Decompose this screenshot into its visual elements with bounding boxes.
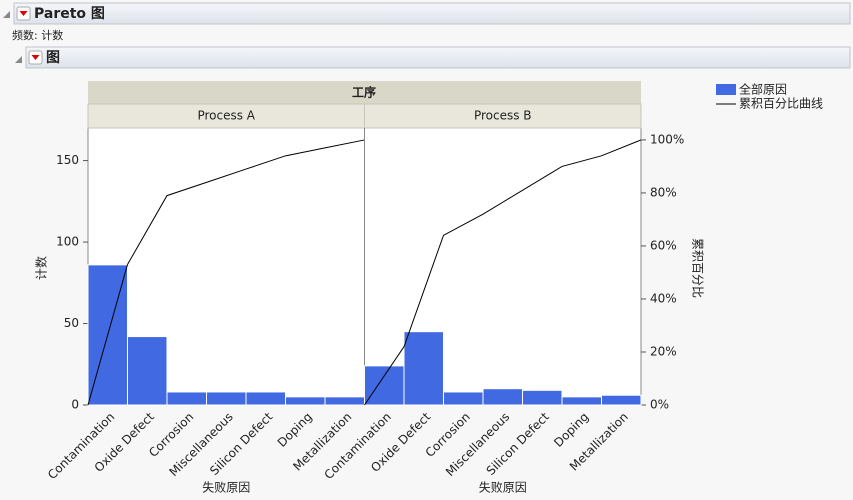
y2-tick-label: 100% xyxy=(650,132,684,146)
group-header xyxy=(88,81,641,104)
disclosure-icon[interactable] xyxy=(3,11,10,18)
x-tick-label: Contamination xyxy=(45,410,117,482)
y-tick-label: 100 xyxy=(56,235,79,249)
bar xyxy=(443,391,484,406)
legend-swatch xyxy=(716,84,736,95)
section-title: 图 xyxy=(46,50,60,66)
cumulative-line xyxy=(127,139,365,265)
y-tick-label: 50 xyxy=(64,316,79,330)
frequency-label: 频数: 计数 xyxy=(12,28,63,42)
bar xyxy=(561,396,602,406)
y2-tick-label: 80% xyxy=(650,185,677,199)
panel-title: Process A xyxy=(197,109,255,123)
bar xyxy=(364,365,405,406)
y2-tick-label: 0% xyxy=(650,398,669,412)
panel-title: Process B xyxy=(474,109,532,123)
y2-tick-label: 40% xyxy=(650,291,677,305)
x-tick-label: Doping xyxy=(275,410,315,450)
bar xyxy=(245,391,286,406)
y-tick-label: 150 xyxy=(56,153,79,167)
bar xyxy=(206,391,247,406)
x-axis-title: 失败原因 xyxy=(202,480,250,495)
panel-header xyxy=(364,103,642,129)
bar xyxy=(127,336,168,406)
legend-label: 全部原因 xyxy=(739,82,787,97)
menu-triangle xyxy=(31,55,40,60)
menu-triangle xyxy=(19,11,28,16)
bar xyxy=(601,394,642,406)
bar xyxy=(285,396,326,406)
report-title: Pareto 图 xyxy=(34,6,105,22)
outline-header xyxy=(13,2,851,25)
bar xyxy=(403,331,444,406)
outline-header xyxy=(25,46,851,69)
bar xyxy=(324,396,365,406)
bar xyxy=(522,389,563,406)
y2-tick-label: 20% xyxy=(650,344,677,358)
x-axis-title: 失败原因 xyxy=(479,480,527,495)
cumulative-start xyxy=(364,346,405,406)
panel-header xyxy=(87,103,365,129)
legend-label: 累积百分比曲线 xyxy=(739,97,823,111)
bar xyxy=(166,391,207,406)
group-title: 工序 xyxy=(352,85,376,100)
disclosure-icon[interactable] xyxy=(15,56,22,63)
y2-tick-label: 60% xyxy=(650,238,677,252)
y-axis-title: 计数 xyxy=(34,256,49,280)
cumulative-start xyxy=(87,264,128,406)
x-tick-label: Doping xyxy=(551,410,591,450)
bar xyxy=(482,388,523,406)
y2-axis-title: 累积百分比 xyxy=(691,238,705,298)
y-tick-label: 0 xyxy=(71,398,79,412)
cumulative-line xyxy=(403,139,642,347)
